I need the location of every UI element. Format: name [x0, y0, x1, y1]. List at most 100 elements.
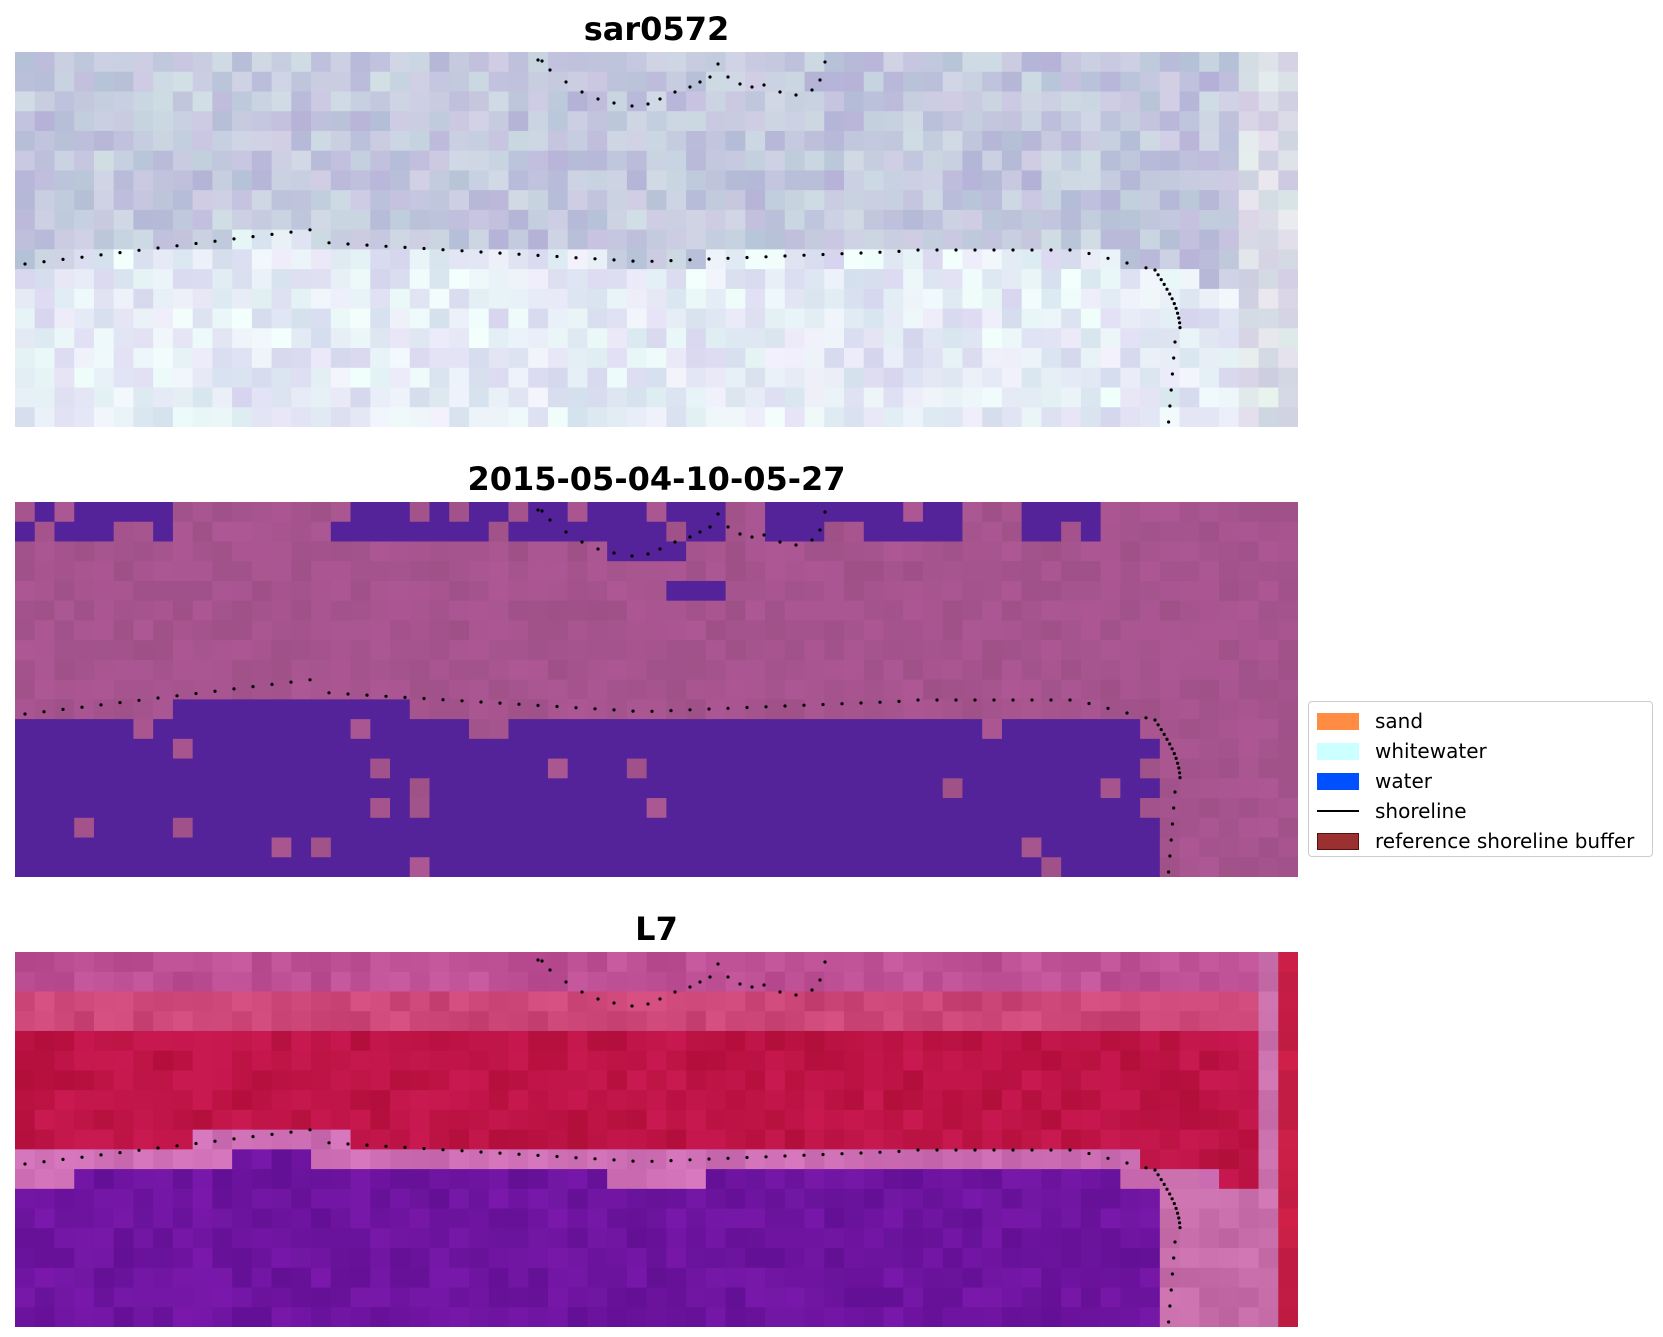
raster-pixel — [547, 561, 569, 582]
raster-pixel — [468, 991, 490, 1012]
raster-pixel — [1100, 738, 1121, 760]
raster-pixel — [488, 348, 510, 369]
raster-pixel — [1238, 52, 1260, 73]
raster-pixel — [468, 269, 490, 290]
raster-pixel — [1021, 640, 1042, 661]
raster-pixel — [745, 1070, 766, 1091]
raster-pixel — [1258, 1169, 1279, 1190]
raster-pixel — [311, 1287, 332, 1308]
raster-pixel — [34, 640, 56, 661]
shoreline-dot — [1169, 1288, 1173, 1292]
raster-pixel — [646, 502, 667, 523]
raster-pixel — [883, 288, 904, 310]
raster-pixel — [429, 1188, 450, 1210]
raster-pixel — [745, 738, 766, 760]
raster-pixel — [863, 308, 885, 329]
raster-pixel — [133, 521, 154, 543]
raster-pixel — [311, 249, 332, 270]
raster-pixel — [251, 209, 273, 231]
raster-pixel — [15, 348, 36, 369]
raster-pixel — [1140, 190, 1161, 211]
raster-pixel — [1258, 502, 1279, 523]
raster-pixel — [1100, 541, 1121, 562]
raster-pixel — [922, 679, 944, 700]
raster-pixel — [508, 1090, 529, 1111]
raster-pixel — [765, 1149, 786, 1170]
raster-pixel — [468, 288, 490, 310]
raster-pixel — [844, 209, 865, 231]
raster-pixel — [1219, 1090, 1240, 1111]
raster-pixel — [705, 1011, 727, 1032]
raster-pixel — [942, 521, 964, 543]
raster-pixel — [15, 91, 36, 112]
raster-pixel — [587, 817, 608, 839]
raster-pixel — [883, 249, 904, 270]
shoreline-dot — [708, 975, 712, 979]
raster-pixel — [330, 348, 352, 369]
raster-pixel — [153, 1109, 174, 1131]
raster-pixel — [1080, 367, 1102, 389]
raster-pixel — [172, 778, 194, 799]
raster-pixel — [291, 952, 312, 973]
raster-pixel — [1061, 229, 1082, 250]
raster-pixel — [725, 778, 746, 799]
raster-pixel — [1199, 91, 1220, 112]
raster-pixel — [686, 521, 707, 543]
raster-pixel — [449, 580, 470, 602]
raster-pixel — [1001, 1307, 1023, 1327]
raster-pixel — [567, 1149, 589, 1170]
raster-pixel — [587, 521, 608, 543]
raster-pixel — [804, 387, 825, 408]
raster-pixel — [666, 580, 687, 602]
raster-pixel — [192, 971, 213, 993]
raster-pixel — [1100, 1267, 1121, 1289]
raster-pixel — [1278, 91, 1298, 112]
raster-pixel — [311, 971, 332, 993]
raster-pixel — [1199, 600, 1220, 622]
raster-pixel — [1258, 1011, 1279, 1032]
raster-pixel — [962, 857, 983, 877]
raster-pixel — [1061, 1267, 1082, 1289]
raster-pixel — [429, 407, 450, 427]
raster-pixel — [745, 328, 766, 349]
raster-pixel — [153, 229, 174, 250]
raster-pixel — [271, 857, 292, 877]
raster-pixel — [922, 1267, 944, 1289]
raster-pixel — [942, 1109, 964, 1131]
raster-pixel — [725, 249, 746, 270]
raster-pixel — [311, 387, 332, 408]
raster-pixel — [982, 719, 1003, 740]
shoreline-dot — [794, 543, 798, 547]
raster-pixel — [844, 521, 865, 543]
raster-pixel — [1120, 817, 1141, 839]
raster-pixel — [626, 541, 648, 562]
raster-pixel — [824, 367, 845, 389]
raster-pixel — [15, 758, 36, 779]
shoreline-dot — [708, 525, 712, 529]
raster-pixel — [34, 288, 56, 310]
raster-pixel — [93, 1149, 115, 1170]
raster-pixel — [488, 521, 510, 543]
raster-pixel — [350, 229, 371, 250]
raster-pixel — [54, 111, 75, 132]
raster-pixel — [765, 600, 786, 622]
raster-pixel — [330, 857, 352, 877]
raster-pixel — [547, 288, 569, 310]
raster-pixel — [844, 1129, 865, 1150]
raster-pixel — [409, 837, 431, 858]
raster-pixel — [686, 229, 707, 250]
raster-pixel — [646, 541, 667, 562]
raster-pixel — [844, 679, 865, 700]
shoreline-dot — [612, 258, 616, 262]
raster-pixel — [1001, 758, 1023, 779]
raster-pixel — [1061, 952, 1082, 973]
raster-pixel — [646, 679, 667, 700]
raster-pixel — [34, 1208, 56, 1229]
raster-pixel — [449, 719, 470, 740]
raster-pixel — [962, 407, 983, 427]
raster-pixel — [1041, 328, 1062, 349]
raster-pixel — [686, 308, 707, 329]
raster-pixel — [113, 328, 135, 349]
raster-pixel — [113, 288, 135, 310]
raster-pixel — [705, 640, 727, 661]
